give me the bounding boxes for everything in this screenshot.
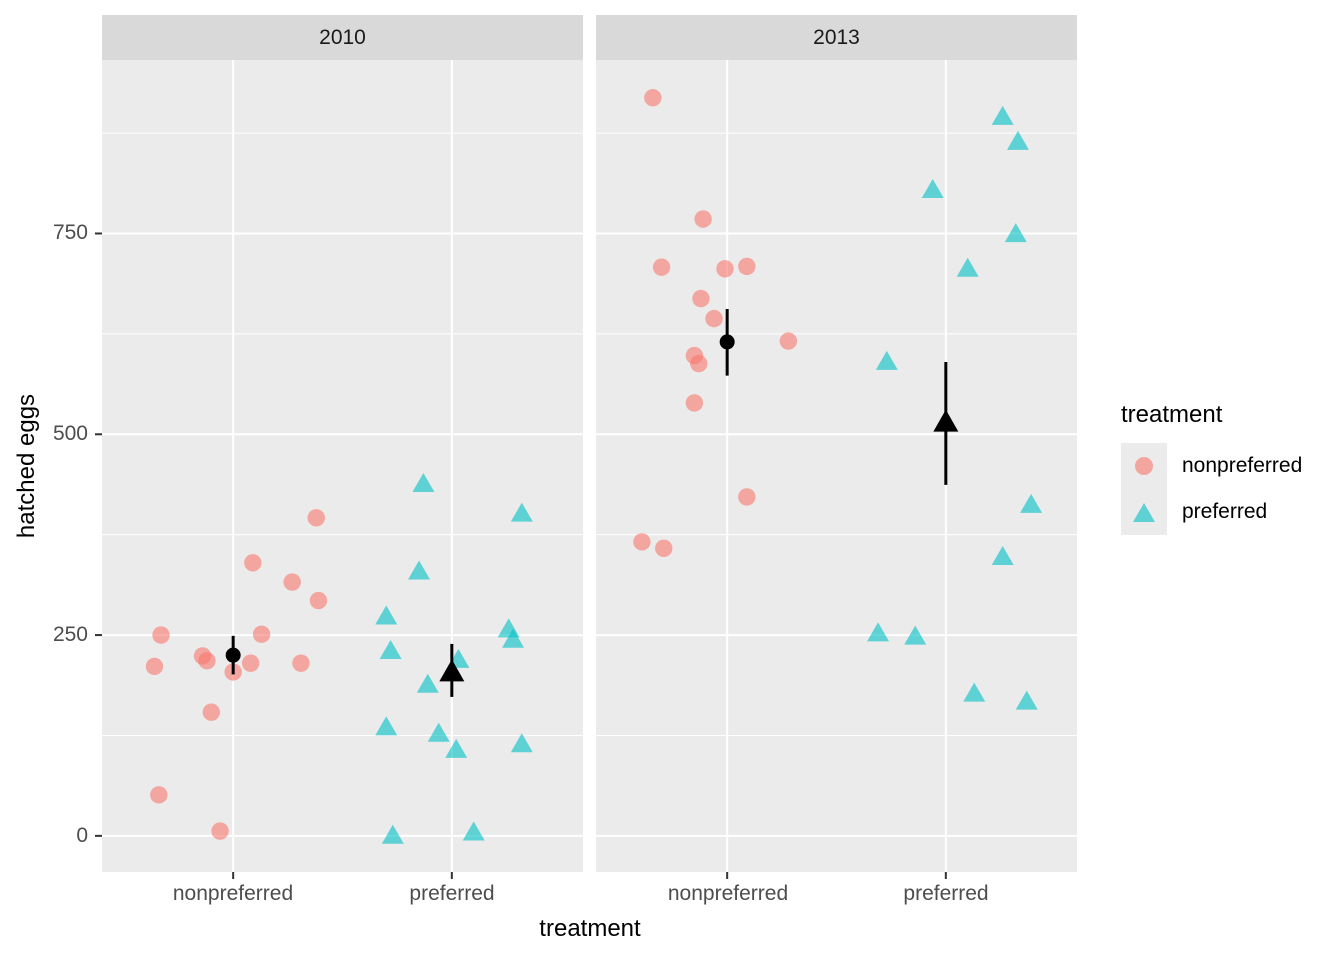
facet-strip-label: 2010 <box>319 26 366 49</box>
legend-key-nonpreferred <box>1121 443 1167 489</box>
panel-2010 <box>102 60 583 872</box>
x-tick-label-nonpreferred-2013: nonpreferred <box>667 882 789 905</box>
y-tick-label-500: 500 <box>52 422 88 445</box>
y-tick-label-750: 750 <box>52 221 88 244</box>
legend-triangle-glyph-icon <box>1133 502 1155 522</box>
facet-strip-2010: 2010 <box>102 15 583 60</box>
facet-strip-label: 2013 <box>813 26 860 49</box>
legend-label-nonpreferred: nonpreferred <box>1182 454 1303 477</box>
legend-circle-glyph-icon <box>1135 457 1153 475</box>
legend-key-preferred <box>1121 489 1167 535</box>
x-tick-label-preferred-2013: preferred <box>903 882 989 905</box>
x-tick-label-preferred-2010: preferred <box>409 882 495 905</box>
legend-title: treatment <box>1121 401 1223 428</box>
panel-2013 <box>596 60 1077 872</box>
legend-label-preferred: preferred <box>1182 500 1268 523</box>
facet-strip-2013: 2013 <box>596 15 1077 60</box>
y-tick-label-0: 0 <box>76 824 88 847</box>
x-axis-title: treatment <box>539 915 641 942</box>
y-tick-label-250: 250 <box>52 623 88 646</box>
x-tick-label-nonpreferred-2010: nonpreferred <box>172 882 294 905</box>
y-axis-title: hatched eggs <box>13 393 40 539</box>
